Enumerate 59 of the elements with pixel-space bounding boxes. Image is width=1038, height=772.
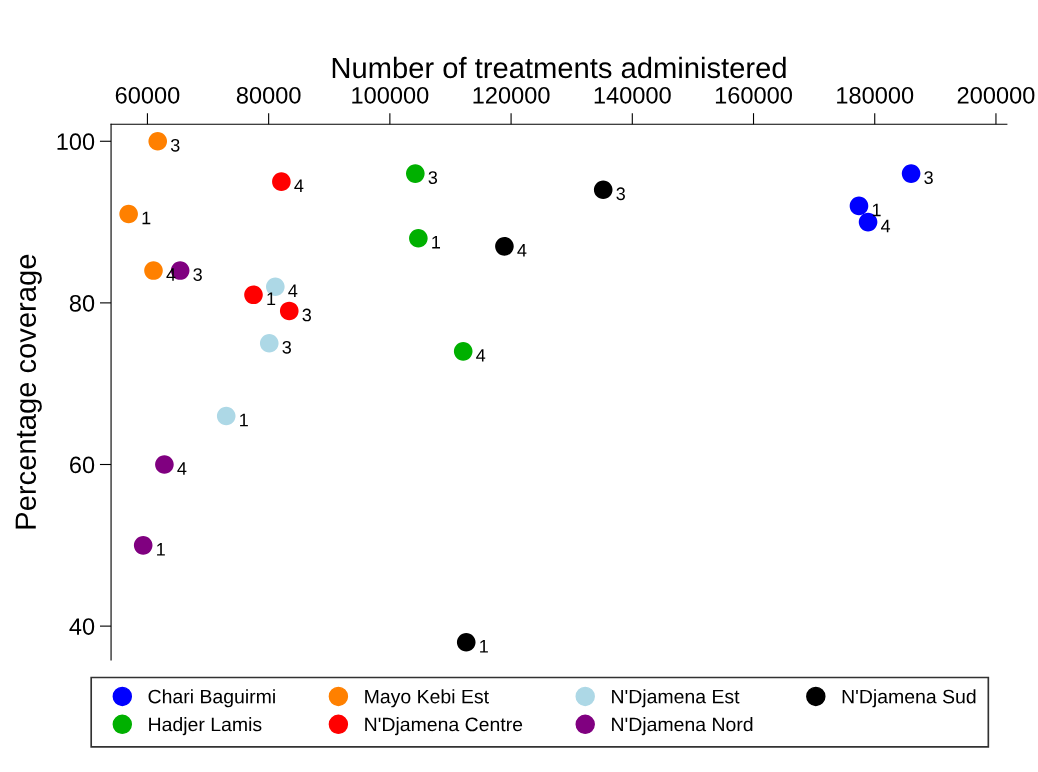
legend-label: N'Djamena Nord: [612, 717, 753, 736]
point: [901, 164, 921, 183]
annotation: 3: [924, 171, 933, 184]
annotation: 1: [480, 640, 488, 653]
x-tick-label: 160000: [715, 86, 792, 104]
point: [456, 632, 476, 652]
annotation: 4: [476, 349, 486, 362]
legend-label: N'Djamena Est: [612, 689, 740, 708]
point: [272, 172, 291, 191]
annotation: 1: [267, 292, 276, 306]
annotation: 1: [142, 211, 151, 225]
point: [148, 131, 168, 151]
annotation: 1: [157, 543, 165, 556]
point: [155, 455, 174, 474]
legend-label: Chari Baguirmi: [148, 689, 275, 708]
annotation: 4: [288, 284, 298, 297]
point: [144, 261, 163, 280]
x-axis-title: Number of treatments administered: [332, 56, 786, 79]
annotation: 3: [193, 268, 202, 281]
y-tick-label: 80: [69, 294, 95, 312]
x-tick-label: 140000: [594, 86, 671, 104]
legend-label: N'Djamena Sud: [842, 689, 976, 708]
point: [119, 204, 138, 224]
annotation: 4: [880, 219, 891, 233]
annotation: 3: [302, 308, 311, 322]
point: [849, 196, 869, 216]
annotation: 1: [432, 236, 441, 249]
x-tick-label: 80000: [236, 86, 301, 104]
annotation: 4: [517, 244, 527, 257]
point: [409, 228, 428, 248]
point: [216, 406, 236, 426]
point: [406, 164, 425, 183]
point: [453, 342, 473, 361]
annotation: 3: [616, 187, 625, 201]
point: [244, 285, 263, 305]
annotation: 4: [294, 179, 304, 192]
x-tick-label: 180000: [837, 86, 914, 104]
point: [593, 180, 613, 200]
y-tick-label: 60: [70, 456, 95, 474]
y-axis-title: Percentage coverage: [15, 254, 42, 529]
x-tick-label: 120000: [473, 86, 550, 104]
annotation: 3: [428, 171, 438, 184]
legend-label: Mayo Kebi Est: [365, 689, 489, 708]
legend-label: N'Djamena Centre: [365, 717, 523, 736]
point: [495, 237, 514, 256]
x-tick-label: 100000: [352, 86, 429, 104]
annotation: 3: [282, 340, 291, 354]
annotation: 3: [170, 138, 180, 152]
y-tick-label: 100: [57, 133, 95, 151]
legend-label: Hadjer Lamis: [149, 717, 262, 736]
x-tick-label: 60000: [115, 86, 180, 104]
point: [133, 535, 153, 555]
y-tick-label: 40: [69, 618, 95, 635]
annotation: 1: [240, 413, 248, 427]
x-tick-label: 200000: [957, 86, 1035, 104]
annotation: 4: [177, 462, 187, 475]
point: [279, 301, 299, 321]
point: [259, 333, 279, 353]
annotation: 1: [872, 203, 881, 217]
